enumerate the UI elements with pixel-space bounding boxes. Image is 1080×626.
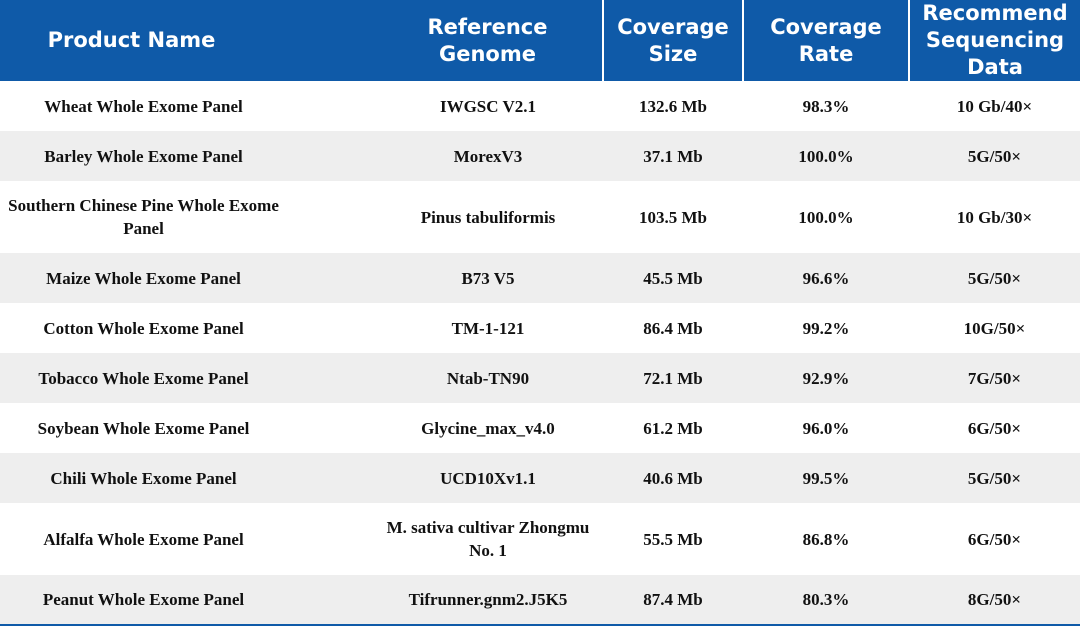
column-header: Reference Genome — [287, 0, 603, 81]
table-cell: 92.9% — [743, 353, 909, 403]
table-cell: M. sativa cultivar Zhongmu No. 1 — [287, 503, 603, 575]
table-row: Chili Whole Exome Panel UCD10Xv1.1 40.6 Mb… — [0, 453, 1080, 503]
table-cell: Alfalfa Whole Exome Panel — [0, 503, 287, 575]
table-row: Soybean Whole Exome Panel Glycine_max_v4.… — [0, 403, 1080, 453]
table-cell: Cotton Whole Exome Panel — [0, 303, 287, 353]
table-cell: Southern Chinese Pine Whole Exome Panel — [0, 181, 287, 253]
table-cell: 10 Gb/40× — [909, 81, 1080, 131]
table-cell: 103.5 Mb — [603, 181, 743, 253]
table-row: Tobacco Whole Exome Panel Ntab-TN90 72.1 M… — [0, 353, 1080, 403]
table-cell: Chili Whole Exome Panel — [0, 453, 287, 503]
table-body: Wheat Whole Exome Panel IWGSC V2.1 132.6 M… — [0, 81, 1080, 626]
table-cell: Wheat Whole Exome Panel — [0, 81, 287, 131]
table-cell: 37.1 Mb — [603, 131, 743, 181]
table-cell: 96.0% — [743, 403, 909, 453]
column-header: Product Name — [0, 0, 287, 81]
table-cell: 45.5 Mb — [603, 253, 743, 303]
table-cell: TM-1-121 — [287, 303, 603, 353]
table-cell: 61.2 Mb — [603, 403, 743, 453]
header-row: Product Name Reference Genome Coverage Siz… — [0, 0, 1080, 81]
table-row: Barley Whole Exome Panel MorexV3 37.1 Mb 10… — [0, 131, 1080, 181]
table-row: Peanut Whole Exome Panel Tifrunner.gnm2.J… — [0, 575, 1080, 626]
table-row: Alfalfa Whole Exome Panel M. sativa culti… — [0, 503, 1080, 575]
table-cell: 99.2% — [743, 303, 909, 353]
table-cell: 55.5 Mb — [603, 503, 743, 575]
table-cell: Peanut Whole Exome Panel — [0, 575, 287, 626]
table-cell: 40.6 Mb — [603, 453, 743, 503]
table-cell: Glycine_max_v4.0 — [287, 403, 603, 453]
table-cell: Pinus tabuliformis — [287, 181, 603, 253]
table-cell: 99.5% — [743, 453, 909, 503]
table-cell: 8G/50× — [909, 575, 1080, 626]
table-cell: 6G/50× — [909, 503, 1080, 575]
table-cell: 5G/50× — [909, 131, 1080, 181]
table-row: Southern Chinese Pine Whole Exome Panel P… — [0, 181, 1080, 253]
table-cell: 87.4 Mb — [603, 575, 743, 626]
table-cell: Soybean Whole Exome Panel — [0, 403, 287, 453]
table-cell: 10 Gb/30× — [909, 181, 1080, 253]
table-row: Maize Whole Exome Panel B73 V5 45.5 Mb 96.6… — [0, 253, 1080, 303]
table-cell: 86.8% — [743, 503, 909, 575]
table-cell: Barley Whole Exome Panel — [0, 131, 287, 181]
table-cell: 7G/50× — [909, 353, 1080, 403]
table-cell: Ntab-TN90 — [287, 353, 603, 403]
table-cell: 132.6 Mb — [603, 81, 743, 131]
table-cell: 10G/50× — [909, 303, 1080, 353]
table-cell: B73 V5 — [287, 253, 603, 303]
table-cell: 96.6% — [743, 253, 909, 303]
column-header: Coverage Rate — [742, 0, 909, 81]
table-cell: 100.0% — [743, 131, 909, 181]
table-cell: 98.3% — [743, 81, 909, 131]
table-cell: 5G/50× — [909, 453, 1080, 503]
table-cell: IWGSC V2.1 — [287, 81, 603, 131]
table-cell: UCD10Xv1.1 — [287, 453, 603, 503]
table-cell: 100.0% — [743, 181, 909, 253]
column-header: Coverage Size — [602, 0, 743, 81]
table-cell: 72.1 Mb — [603, 353, 743, 403]
table-cell: Maize Whole Exome Panel — [0, 253, 287, 303]
table-row: Cotton Whole Exome Panel TM-1-121 86.4 Mb 9… — [0, 303, 1080, 353]
table-row: Wheat Whole Exome Panel IWGSC V2.1 132.6 M… — [0, 81, 1080, 131]
table-cell: Tifrunner.gnm2.J5K5 — [287, 575, 603, 626]
table-cell: 6G/50× — [909, 403, 1080, 453]
table-cell: 86.4 Mb — [603, 303, 743, 353]
table-cell: 80.3% — [743, 575, 909, 626]
column-header: Recommend Sequencing Data — [908, 0, 1080, 81]
table-cell: Tobacco Whole Exome Panel — [0, 353, 287, 403]
table-cell: MorexV3 — [287, 131, 603, 181]
table-cell: 5G/50× — [909, 253, 1080, 303]
